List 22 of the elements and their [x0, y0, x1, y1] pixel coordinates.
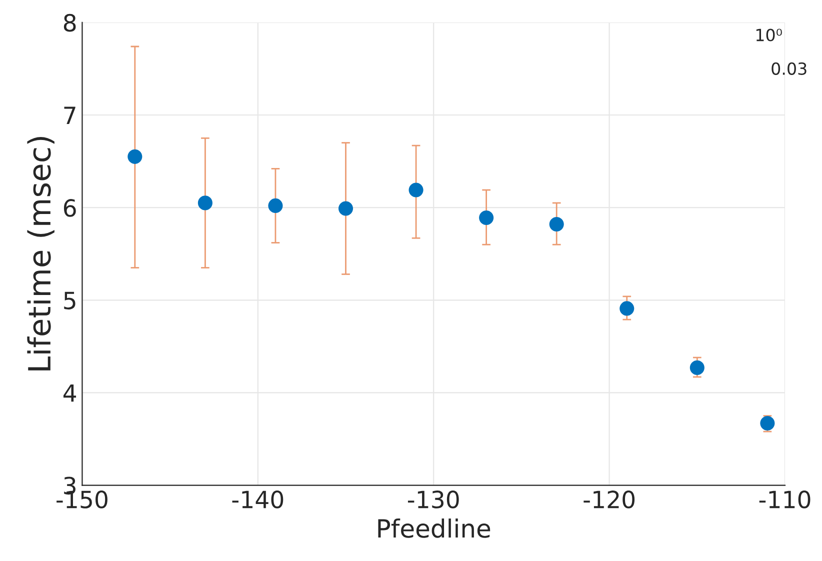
point: [338, 201, 354, 216]
point: [549, 216, 564, 232]
x-tick-label: -140: [232, 490, 284, 508]
annotation: 10⁰: [756, 28, 782, 42]
y-tick-label: 6: [64, 199, 76, 217]
x-tick-label: -110: [759, 490, 810, 508]
x-tick-label: -120: [584, 490, 635, 508]
point: [620, 301, 634, 316]
y-axis-title: Lifetime (msec): [27, 137, 54, 370]
y-tick-label: 5: [64, 292, 76, 310]
point: [690, 360, 704, 375]
x-tick-label: -130: [408, 490, 459, 508]
y-tick-label: 7: [64, 106, 76, 124]
point: [198, 196, 212, 210]
y-tick-label: 4: [63, 384, 76, 402]
point: [128, 149, 142, 164]
point: [479, 210, 494, 226]
point: [268, 198, 283, 213]
point: [408, 182, 424, 198]
annotation: 0.03: [772, 62, 806, 75]
y-tick-label: 8: [64, 14, 76, 32]
x-axis-title: Pfeedline: [378, 518, 490, 538]
